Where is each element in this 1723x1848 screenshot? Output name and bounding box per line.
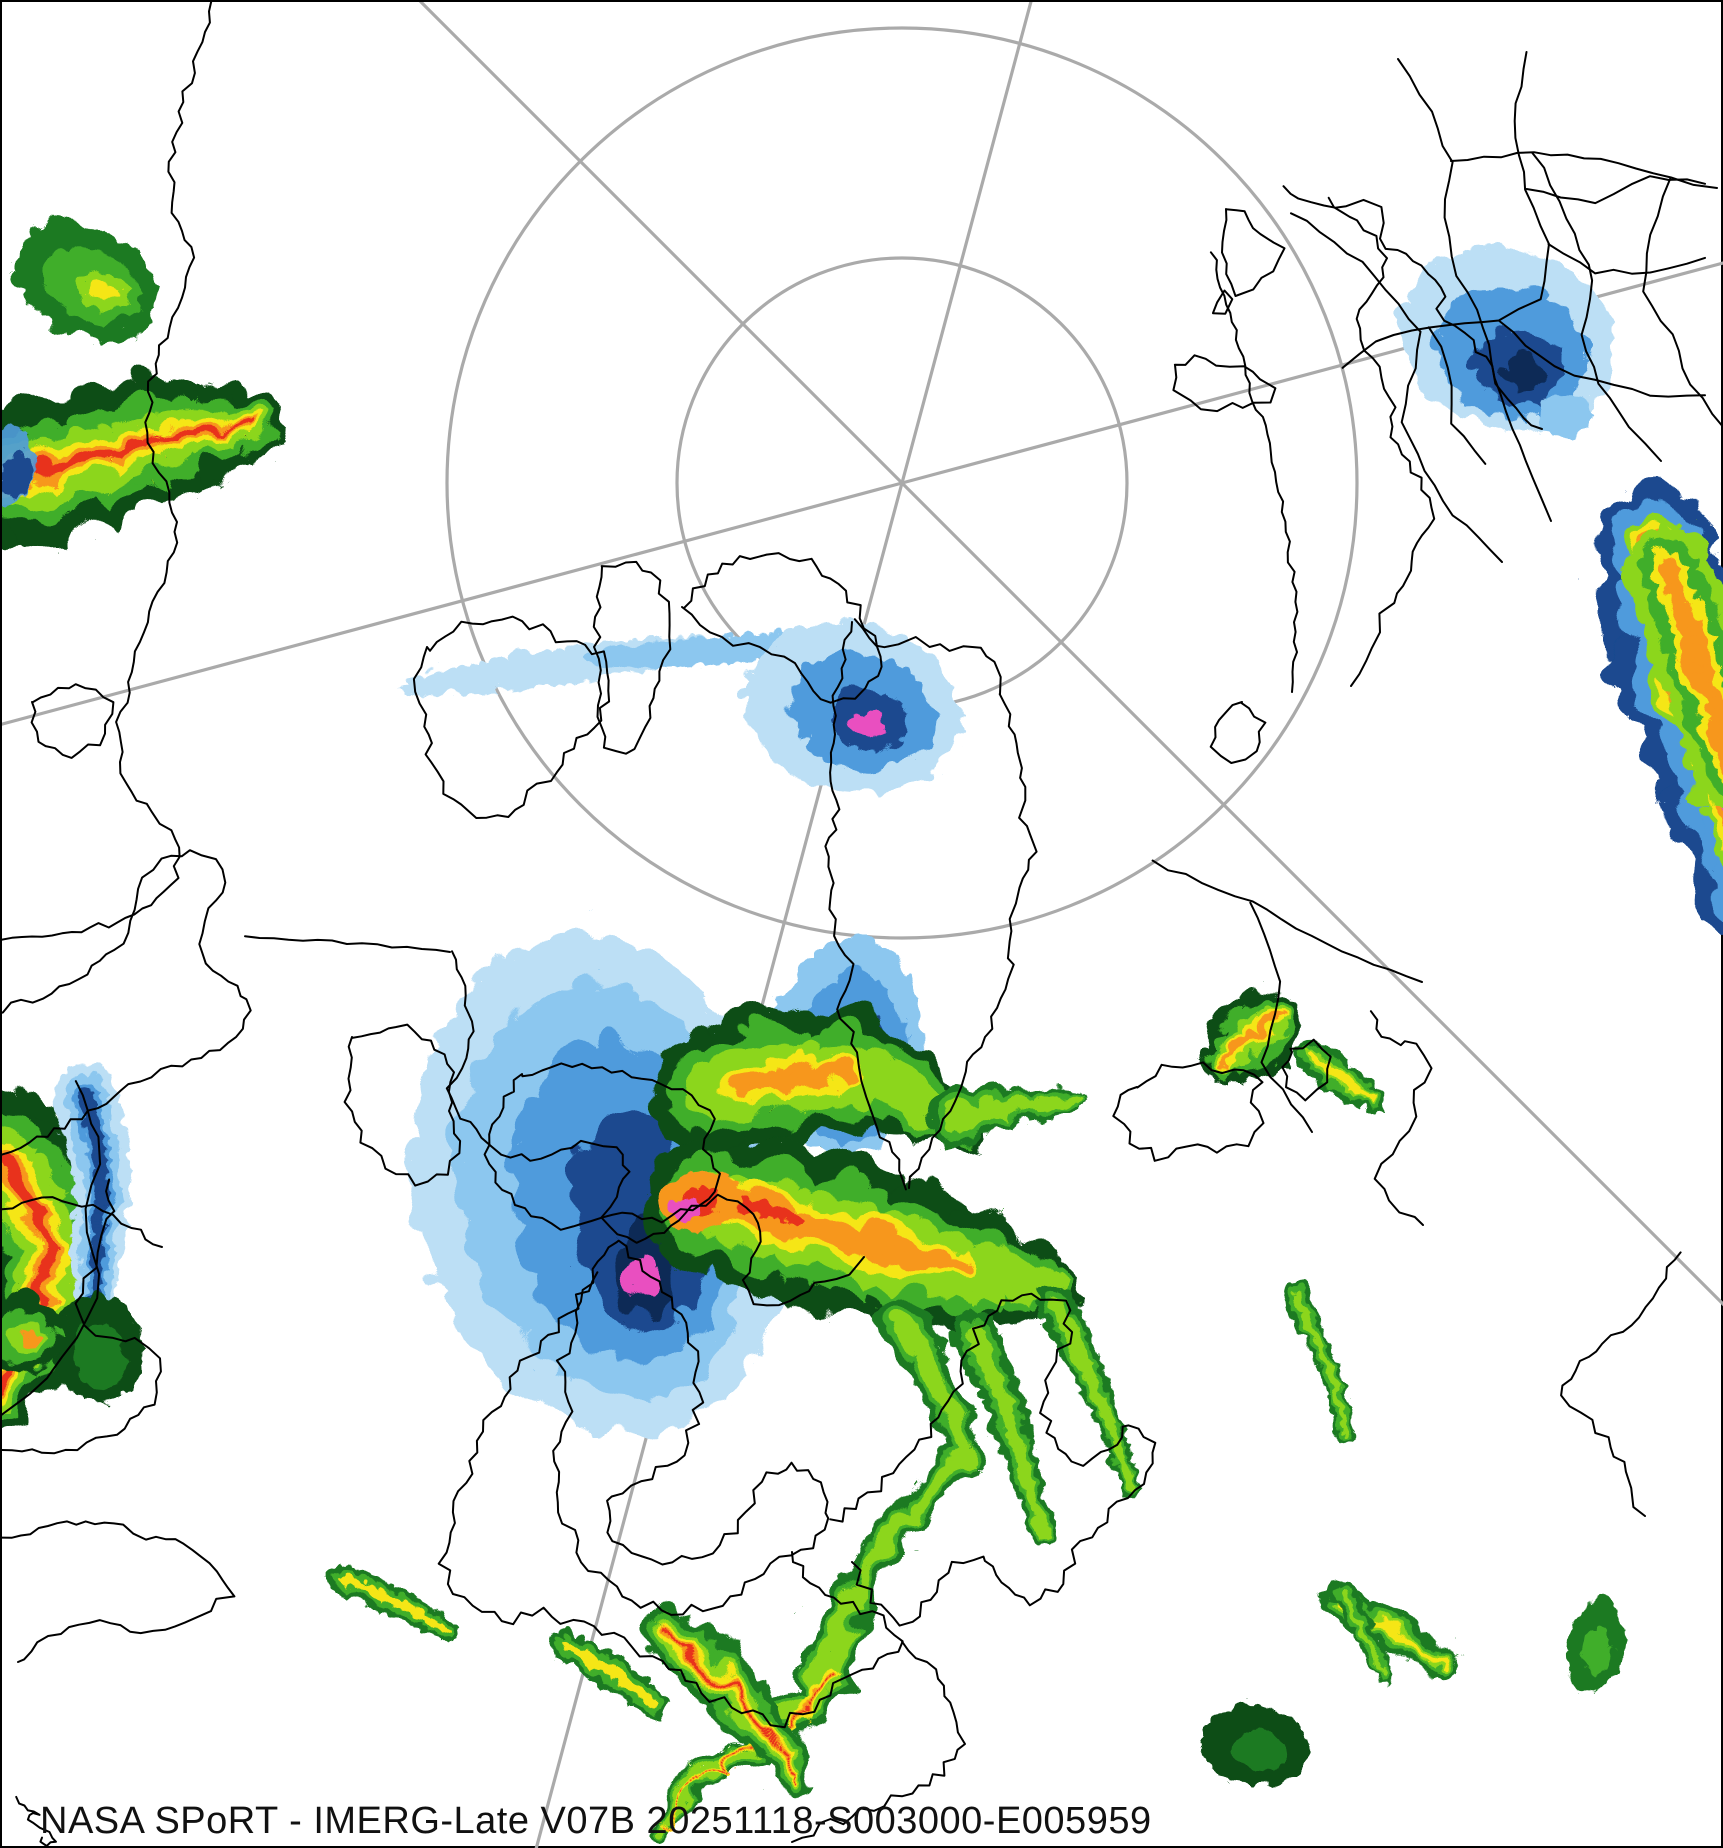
us_east_coast_south xyxy=(2,1521,234,1662)
ru_border_4 xyxy=(1643,178,1723,428)
st_lawrence_isl xyxy=(32,684,114,758)
iceland xyxy=(1113,1062,1263,1160)
denmark xyxy=(1211,702,1266,763)
ru_border_2 xyxy=(1451,152,1717,188)
alaska_border xyxy=(245,936,450,952)
ru_border_11 xyxy=(1549,244,1706,274)
uk xyxy=(1371,1011,1432,1225)
w_europe_coast xyxy=(1561,1252,1681,1516)
sweden_finland_border xyxy=(1211,252,1298,692)
novaya_zemlya xyxy=(1173,355,1275,411)
